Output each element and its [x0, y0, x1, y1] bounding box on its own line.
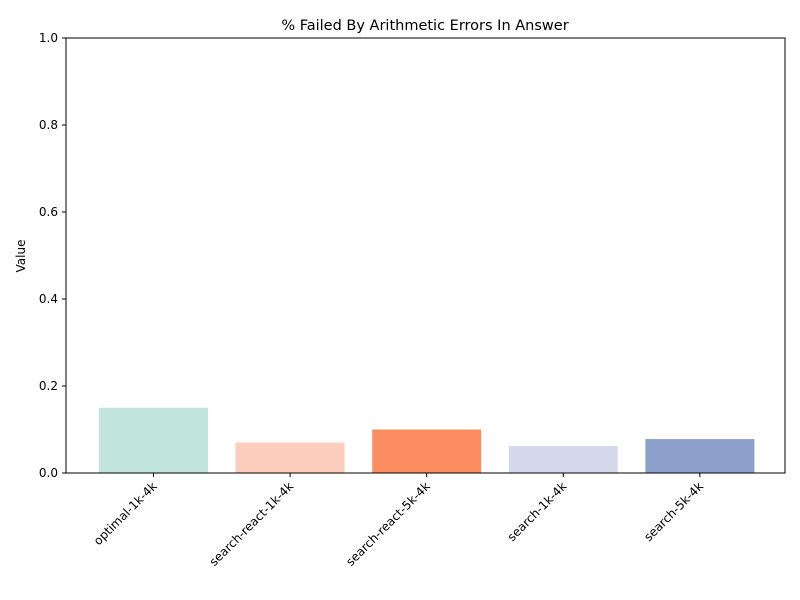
x-axis: optimal-1k-4k search-react-1k-4k search-re… [91, 473, 706, 569]
x-tick-label: optimal-1k-4k [91, 479, 160, 548]
y-axis-label: Value [14, 240, 28, 273]
y-tick-label: 0.2 [39, 379, 58, 393]
y-axis: 0.0 0.2 0.4 0.6 0.8 1.0 [39, 31, 66, 480]
x-tick-label: search-react-1k-4k [207, 479, 297, 569]
y-tick-label: 0.8 [39, 118, 58, 132]
y-tick-label: 0.4 [39, 292, 58, 306]
y-tick-label: 0.6 [39, 205, 58, 219]
bar-search-1k-4k [508, 446, 618, 473]
bar-search-react-1k-4k [235, 442, 345, 473]
y-tick-label: 1.0 [39, 31, 58, 45]
y-tick-label: 0.0 [39, 466, 58, 480]
x-tick-label: search-react-5k-4k [343, 479, 433, 569]
bar-optimal-1k-4k [99, 407, 208, 473]
plot-frame [65, 37, 786, 474]
x-tick-label: search-5k-4k [641, 479, 706, 544]
x-tick-label: search-1k-4k [505, 479, 570, 544]
bar-search-react-5k-4k [372, 429, 482, 473]
chart-title: % Failed By Arithmetic Errors In Answer [281, 18, 568, 34]
bars-layer [99, 407, 755, 473]
bar-search-5k-4k [645, 439, 755, 473]
